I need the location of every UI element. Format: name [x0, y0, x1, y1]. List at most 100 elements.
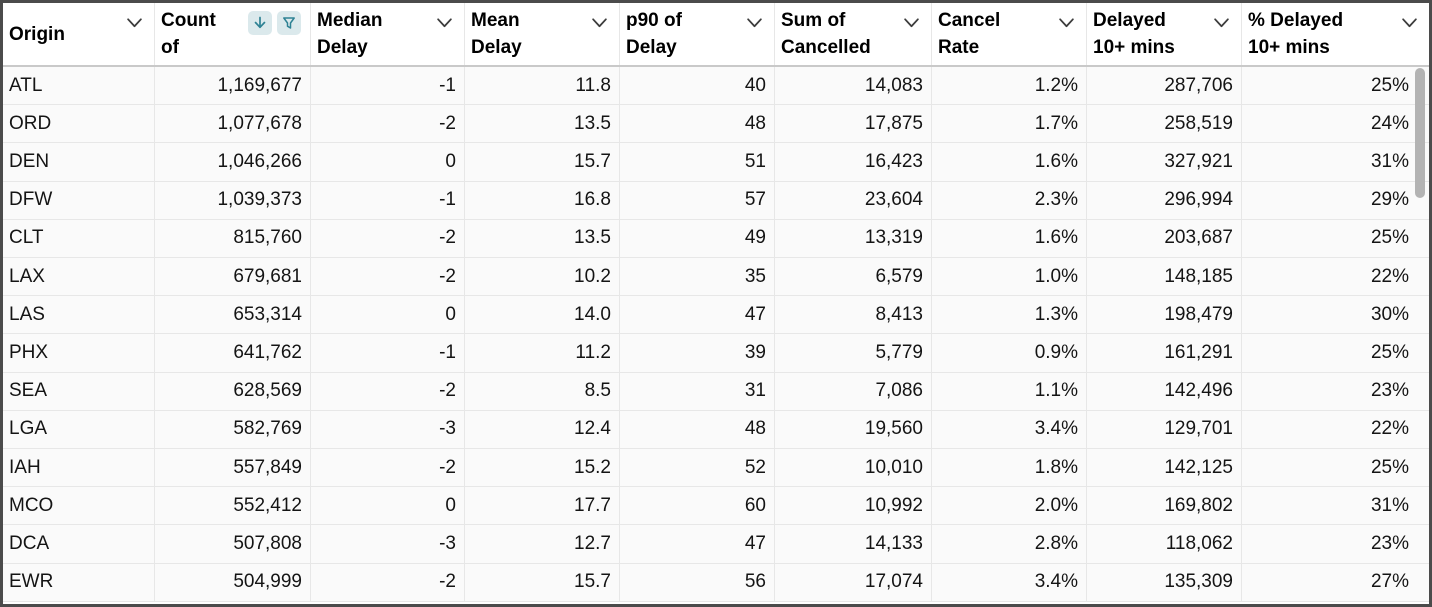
cell-mean-delay: 13.5 [465, 219, 620, 258]
column-header-sum-of-cancelled[interactable]: Sum of Cancelled [775, 3, 932, 65]
vertical-scrollbar-thumb[interactable] [1415, 68, 1425, 198]
cell-pct-delayed-10: 30% [1370, 303, 1409, 325]
column-header-median-delay[interactable]: Median Delay [311, 3, 465, 65]
cell-mean-delay: 15.2 [465, 449, 620, 487]
cell-count-of: 1,046,266 [155, 143, 311, 181]
cell-p90-of-delay: 47 [620, 296, 775, 334]
column-title-line2: 10+ mins [1248, 37, 1330, 58]
column-header-p90-of-delay[interactable]: p90 of Delay [620, 3, 775, 65]
cell-count-of: 507,808 [155, 525, 311, 563]
cell-sum-of-cancelled: 17,074 [775, 563, 932, 601]
cell-p90-of-delay: 47 [620, 525, 775, 563]
column-title-line1: Cancel [938, 10, 1001, 31]
cell-origin: CLT [3, 219, 155, 258]
table-row-phx: PHX 641,762 -1 11.2 39 5,779 0.9% 161,291 25% [3, 334, 1429, 373]
cell-cancel-rate: 3.4% [932, 410, 1087, 449]
cell-p90-of-delay: 40 [620, 67, 775, 105]
cell-p90-of-delay: 60 [620, 487, 775, 525]
cell-origin: IAH [3, 449, 155, 487]
cell-origin: PHX [3, 334, 155, 372]
cell-mean-delay: 11.8 [465, 67, 620, 105]
column-header-pct-delayed-10-mins[interactable]: % Delayed 10+ mins [1242, 3, 1429, 65]
cell-median-delay: -2 [311, 105, 465, 143]
cell-mean-delay: 15.7 [465, 563, 620, 601]
column-header-cancel-rate[interactable]: Cancel Rate [932, 3, 1087, 65]
cell-p90-of-delay: 48 [620, 410, 775, 449]
cell-cancel-rate: 2.0% [932, 487, 1087, 525]
cell-count-of: 557,849 [155, 449, 311, 487]
table-row-las: LAS 653,314 0 14.0 47 8,413 1.3% 198,479 30% [3, 296, 1429, 335]
cell-count-of: 628,569 [155, 372, 311, 410]
chevron-down-icon[interactable] [126, 16, 143, 29]
cell-cancel-rate: 1.1% [932, 372, 1087, 410]
column-title-line1: Sum of [781, 10, 846, 31]
cell-sum-of-cancelled: 14,133 [775, 525, 932, 563]
cell-p90-of-delay: 39 [620, 334, 775, 372]
cell-sum-of-cancelled: 16,423 [775, 143, 932, 181]
cell-mean-delay: 12.7 [465, 525, 620, 563]
column-header-count-of[interactable]: Count of [155, 3, 311, 65]
cell-sum-of-cancelled: 13,319 [775, 219, 932, 258]
table-row-dfw: DFW 1,039,373 -1 16.8 57 23,604 2.3% 296,994 29% [3, 181, 1429, 220]
cell-cancel-rate: 1.2% [932, 67, 1087, 105]
column-header-mean-delay[interactable]: Mean Delay [465, 3, 620, 65]
cell-p90-of-delay: 51 [620, 143, 775, 181]
cell-sum-of-cancelled: 7,086 [775, 372, 932, 410]
cell-cancel-rate: 0.9% [932, 334, 1087, 372]
cell-delayed-10-mins: 118,062 [1087, 525, 1242, 563]
table-row-den: DEN 1,046,266 0 15.7 51 16,423 1.6% 327,921 31% [3, 143, 1429, 182]
cell-pct-delayed-10: 25% [1370, 74, 1409, 96]
column-controls [248, 11, 301, 35]
cell-median-delay: -2 [311, 449, 465, 487]
cell-delayed-10-mins: 327,921 [1087, 143, 1242, 181]
cell-median-delay: 0 [311, 143, 465, 181]
table-row-ewr: EWR 504,999 -2 15.7 56 17,074 3.4% 135,309 27% [3, 563, 1429, 602]
cell-mean-delay: 15.7 [465, 143, 620, 181]
column-title-line1: Median [317, 10, 383, 31]
cell-median-delay: -3 [311, 525, 465, 563]
chevron-down-icon[interactable] [1058, 16, 1075, 29]
cell-sum-of-cancelled: 14,083 [775, 67, 932, 105]
cell-mean-delay: 11.2 [465, 334, 620, 372]
cell-origin: DFW [3, 181, 155, 219]
cell-pct-delayed-10: 22% [1370, 418, 1409, 440]
chevron-down-icon[interactable] [903, 16, 920, 29]
chevron-down-icon[interactable] [1213, 16, 1230, 29]
cell-count-of: 1,169,677 [155, 67, 311, 105]
table-row-dca: DCA 507,808 -3 12.7 47 14,133 2.8% 118,062 23% [3, 525, 1429, 564]
cell-median-delay: -2 [311, 372, 465, 410]
chevron-down-icon[interactable] [1401, 16, 1418, 29]
cell-mean-delay: 14.0 [465, 296, 620, 334]
chevron-down-icon[interactable] [591, 16, 608, 29]
cell-count-of: 582,769 [155, 410, 311, 449]
cell-pct-delayed-10: 31% [1370, 151, 1409, 172]
cell-cancel-rate: 2.8% [932, 525, 1087, 563]
cell-mean-delay: 16.8 [465, 181, 620, 219]
cell-origin: LAX [3, 258, 155, 296]
cell-cancel-rate: 3.4% [932, 563, 1087, 601]
filter-funnel-icon[interactable] [277, 11, 301, 35]
cell-delayed-10-mins: 135,309 [1087, 563, 1242, 601]
cell-cancel-rate: 1.6% [932, 219, 1087, 258]
column-header-origin[interactable]: Origin [3, 3, 155, 65]
cell-median-delay: -3 [311, 410, 465, 449]
column-title-line1: Origin [9, 23, 65, 45]
table-row-lax: LAX 679,681 -2 10.2 35 6,579 1.0% 148,185 22% [3, 258, 1429, 297]
cell-delayed-10-mins: 148,185 [1087, 258, 1242, 296]
cell-mean-delay: 10.2 [465, 258, 620, 296]
chevron-down-icon[interactable] [436, 16, 453, 29]
cell-delayed-10-mins: 129,701 [1087, 410, 1242, 449]
cell-pct-delayed-10: 23% [1370, 380, 1409, 402]
sort-descending-icon[interactable] [248, 11, 272, 35]
cell-sum-of-cancelled: 6,579 [775, 258, 932, 296]
cell-mean-delay: 17.7 [465, 487, 620, 525]
cell-count-of: 679,681 [155, 258, 311, 296]
cell-origin: LAS [3, 296, 155, 334]
column-header-delayed-10-mins[interactable]: Delayed 10+ mins [1087, 3, 1242, 65]
chevron-down-icon[interactable] [746, 16, 763, 29]
cell-pct-delayed-10: 25% [1370, 456, 1409, 478]
column-title-line2: Cancelled [781, 37, 871, 58]
column-title-origin: Origin [9, 21, 118, 48]
table-row-atl: ATL 1,169,677 -1 11.8 40 14,083 1.2% 287,706 25% [3, 67, 1429, 106]
cell-median-delay: -1 [311, 334, 465, 372]
